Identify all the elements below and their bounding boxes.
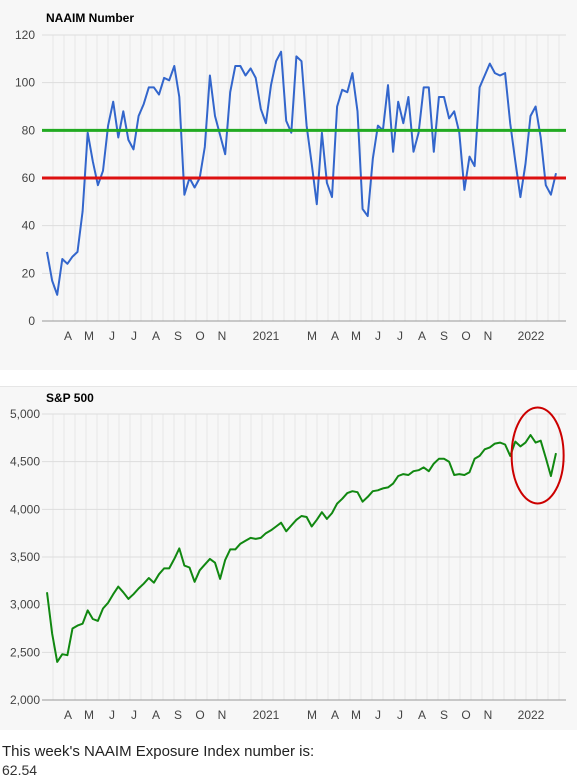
- x-tick-label: A: [331, 329, 339, 343]
- sp500-chart-panel: S&P 500 2,000 2,500 3,000 3,500 4,000 4,500 5,…: [0, 386, 577, 730]
- x-tick-label: O: [461, 708, 470, 722]
- x-tick-label: M: [84, 708, 94, 722]
- y-tick-label: 0: [28, 314, 35, 328]
- x-tick-label: J: [109, 708, 115, 722]
- x-tick-label: S: [440, 708, 448, 722]
- x-tick-label: S: [174, 329, 182, 343]
- footer-text: This week's NAAIM Exposure Index number …: [2, 743, 315, 760]
- x-tick-label: M: [307, 329, 317, 343]
- y-tick-label: 3,000: [10, 598, 40, 612]
- y-tick-label: 100: [15, 76, 35, 90]
- x-tick-label: A: [64, 329, 72, 343]
- x-tick-label: N: [218, 329, 227, 343]
- x-tick-label: A: [152, 329, 160, 343]
- y-tick-label: 20: [22, 266, 36, 280]
- x-tick-label: J: [397, 329, 403, 343]
- x-tick-label: S: [174, 708, 182, 722]
- x-tick-label: A: [152, 708, 160, 722]
- y-tick-label: 4,000: [10, 502, 40, 516]
- x-tick-label: J: [375, 329, 381, 343]
- x-tick-label: 2022: [518, 329, 545, 343]
- x-tick-label: A: [418, 329, 426, 343]
- x-tick-label: 2021: [253, 708, 280, 722]
- x-tick-label: N: [484, 708, 493, 722]
- x-tick-label: A: [418, 708, 426, 722]
- x-tick-label: J: [109, 329, 115, 343]
- chart-separator: [0, 370, 577, 386]
- y-tick-label: 40: [22, 219, 36, 233]
- series-line: [46, 434, 557, 663]
- x-tick-label: A: [331, 708, 339, 722]
- x-tick-label: J: [375, 708, 381, 722]
- y-tick-label: 2,000: [10, 693, 40, 707]
- x-tick-label: M: [351, 329, 361, 343]
- x-tick-label: 2021: [253, 329, 280, 343]
- x-tick-label: 2022: [518, 708, 545, 722]
- naaim-chart-panel: NAAIM Number 0 20 40 60 80 100 120 A M J J A S O N 2021…: [0, 0, 577, 371]
- x-tick-label: J: [131, 329, 137, 343]
- y-tick-label: 5,000: [10, 407, 40, 421]
- x-tick-label: M: [84, 329, 94, 343]
- x-tick-label: N: [484, 329, 493, 343]
- x-tick-label: M: [307, 708, 317, 722]
- x-tick-label: N: [218, 708, 227, 722]
- highlight-circle: [510, 406, 565, 505]
- series-line: [46, 50, 557, 296]
- sp500-chart-title: S&P 500: [46, 391, 94, 405]
- y-tick-label: 2,500: [10, 645, 40, 659]
- y-tick-label: 60: [22, 171, 36, 185]
- x-tick-label: S: [440, 329, 448, 343]
- x-tick-label: J: [397, 708, 403, 722]
- x-tick-label: O: [195, 708, 204, 722]
- naaim-index-value: 62.54: [2, 762, 38, 778]
- x-tick-label: O: [461, 329, 470, 343]
- naaim-chart-title: NAAIM Number: [46, 11, 135, 25]
- footer: This week's NAAIM Exposure Index number …: [2, 742, 314, 780]
- x-tick-label: M: [351, 708, 361, 722]
- y-tick-label: 3,500: [10, 550, 40, 564]
- x-tick-label: O: [195, 329, 204, 343]
- x-tick-label: A: [64, 708, 72, 722]
- x-tick-label: J: [131, 708, 137, 722]
- y-tick-label: 4,500: [10, 455, 40, 469]
- y-tick-label: 80: [22, 123, 36, 137]
- y-tick-label: 120: [15, 28, 35, 42]
